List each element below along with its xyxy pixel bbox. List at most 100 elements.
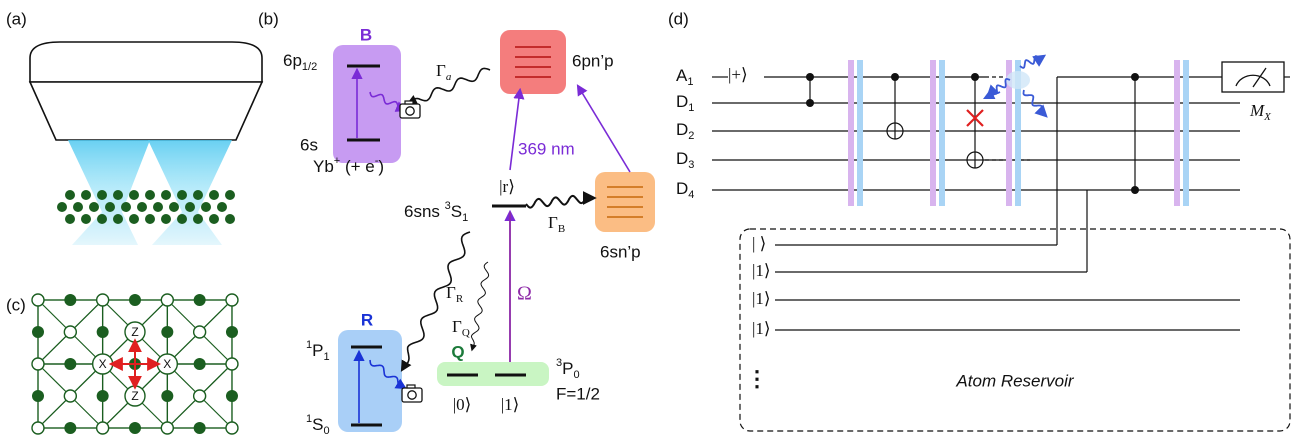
stabilizer-label: X bbox=[163, 357, 171, 371]
atom bbox=[73, 202, 83, 212]
level-label: F=1/2 bbox=[556, 384, 600, 403]
ancilla-atom bbox=[194, 358, 206, 370]
atom bbox=[225, 214, 235, 224]
atom bbox=[65, 214, 75, 224]
qubit-label: D4 bbox=[676, 179, 694, 200]
species-label: Yb+ (+ e-) bbox=[313, 155, 384, 177]
ancilla-atom bbox=[226, 390, 238, 402]
level-label: 3P0 bbox=[556, 357, 580, 381]
atom bbox=[161, 190, 171, 200]
stabilizer-label: X bbox=[99, 357, 107, 371]
b-box-name: B bbox=[360, 25, 372, 44]
atom bbox=[129, 214, 139, 224]
atom bbox=[113, 190, 123, 200]
lattice-line bbox=[200, 332, 232, 364]
atom bbox=[57, 202, 67, 212]
atom-array bbox=[57, 190, 235, 224]
reservoir-ket: |1⟩ bbox=[752, 319, 771, 338]
atom bbox=[129, 190, 139, 200]
pulse bbox=[848, 60, 854, 206]
atom bbox=[97, 190, 107, 200]
measurement bbox=[1222, 62, 1284, 92]
atom bbox=[97, 214, 107, 224]
level-label: 6s bbox=[300, 135, 318, 154]
lattice-line bbox=[38, 300, 70, 332]
atom bbox=[113, 214, 123, 224]
qubit-index: 1 bbox=[688, 102, 694, 114]
pulse bbox=[939, 60, 945, 206]
control bbox=[806, 73, 814, 81]
atom bbox=[89, 202, 99, 212]
ancilla-atom bbox=[32, 390, 44, 402]
data-qubit bbox=[161, 294, 173, 306]
measure-label: MX bbox=[1249, 101, 1272, 123]
objective bbox=[30, 42, 262, 140]
camera bbox=[408, 391, 416, 399]
atom bbox=[169, 202, 179, 212]
qubit-name: D bbox=[676, 120, 688, 139]
rate-label: ΓB bbox=[548, 213, 565, 235]
data-qubit bbox=[194, 390, 206, 402]
state-box bbox=[595, 172, 655, 232]
qubit-label: D2 bbox=[676, 120, 694, 141]
state-box bbox=[500, 30, 566, 94]
data-qubit bbox=[64, 326, 76, 338]
atom bbox=[193, 190, 203, 200]
lattice-line bbox=[38, 332, 70, 364]
atom bbox=[81, 190, 91, 200]
control bbox=[891, 73, 899, 81]
control bbox=[971, 73, 979, 81]
ket-label: |0⟩ bbox=[453, 395, 472, 414]
ancilla-atom bbox=[129, 294, 141, 306]
ancilla-atom bbox=[161, 390, 173, 402]
atom bbox=[217, 202, 227, 212]
qubit-index: 4 bbox=[688, 189, 694, 201]
atom bbox=[145, 214, 155, 224]
atom bbox=[193, 214, 203, 224]
atom bbox=[177, 190, 187, 200]
control bbox=[1131, 186, 1139, 194]
atom bbox=[225, 190, 235, 200]
rate-label: ΓQ bbox=[452, 317, 470, 339]
atom bbox=[81, 214, 91, 224]
panel-label: (b) bbox=[258, 9, 279, 28]
ancilla-atom bbox=[97, 326, 109, 338]
control bbox=[1131, 73, 1139, 81]
qubit-name: D bbox=[676, 149, 688, 168]
pulse bbox=[1183, 60, 1189, 206]
ancilla-atom bbox=[129, 422, 141, 434]
data-qubit bbox=[226, 358, 238, 370]
atom bbox=[145, 190, 155, 200]
atom bbox=[209, 190, 219, 200]
qubit-index: 1 bbox=[687, 76, 693, 88]
reservoir-ket: | ⟩ bbox=[752, 234, 766, 253]
data-qubit bbox=[226, 294, 238, 306]
data-qubit bbox=[226, 422, 238, 434]
atom bbox=[201, 202, 211, 212]
reservoir-label: Atom Reservoir bbox=[955, 371, 1074, 390]
qubit-label: D1 bbox=[676, 92, 694, 113]
atom bbox=[161, 214, 171, 224]
ket-label: |1⟩ bbox=[501, 395, 520, 414]
atom bbox=[185, 202, 195, 212]
qubit-name: D bbox=[676, 179, 688, 198]
wiggly-arrow bbox=[1020, 56, 1044, 68]
r-box-name: R bbox=[361, 310, 373, 329]
wavelength-label: 369 nm bbox=[518, 139, 575, 158]
control bbox=[806, 99, 814, 107]
camera bbox=[405, 101, 413, 104]
panel-label: (c) bbox=[6, 295, 26, 314]
reservoir-ket: |1⟩ bbox=[752, 289, 771, 308]
lattice-line bbox=[70, 396, 102, 428]
qubit-name: A bbox=[676, 66, 688, 85]
atom bbox=[137, 202, 147, 212]
r-box bbox=[338, 330, 402, 432]
lattice-line bbox=[70, 300, 102, 332]
ancilla-atom bbox=[161, 326, 173, 338]
lattice-line bbox=[200, 300, 232, 332]
lattice-line bbox=[38, 396, 70, 428]
lattice-line bbox=[167, 396, 199, 428]
ancilla-atom bbox=[194, 294, 206, 306]
atom bbox=[209, 214, 219, 224]
ancilla-atom bbox=[64, 422, 76, 434]
